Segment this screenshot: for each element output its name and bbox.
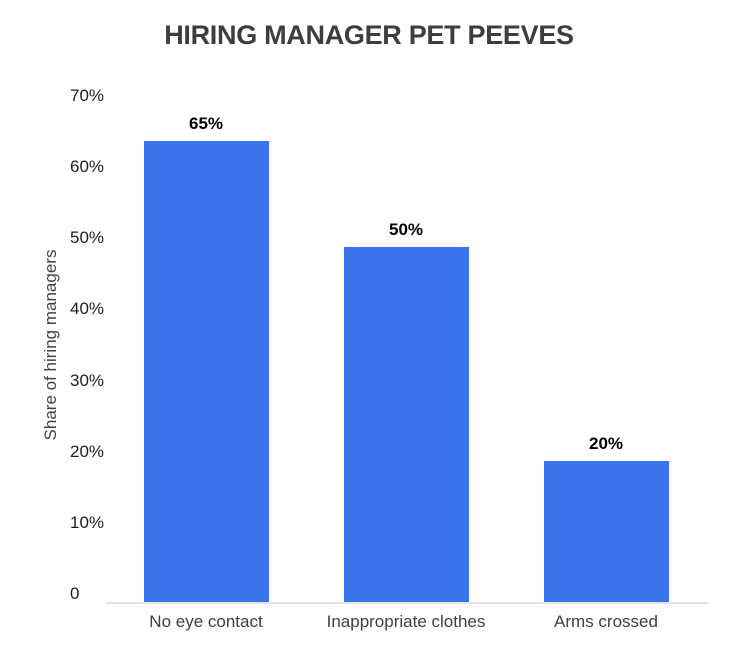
y-tick-label: 40% [70,299,105,319]
chart-title: HIRING MANAGER PET PEEVES [164,20,574,50]
y-tick-label: 20% [70,441,105,461]
category-label: Arms crossed [554,612,658,631]
category-label: Inappropriate clothes [326,612,486,631]
bar-value-label: 50% [388,220,424,240]
bar-value-label: 20% [588,433,624,453]
y-tick-label: 60% [70,157,105,177]
y-axis-title: Share of hiring managers [41,249,60,441]
x-axis-baseline [106,602,708,604]
bar [343,247,469,603]
category-label: No eye contact [149,612,263,631]
bar [143,140,269,603]
bar [543,460,669,603]
y-tick-label: 0 [70,584,80,603]
y-tick-label: 70% [70,86,105,105]
bar-value-label: 65% [188,113,224,133]
y-tick-label: 50% [70,228,105,248]
y-tick-label: 10% [70,512,105,532]
y-tick-label: 30% [70,370,105,390]
